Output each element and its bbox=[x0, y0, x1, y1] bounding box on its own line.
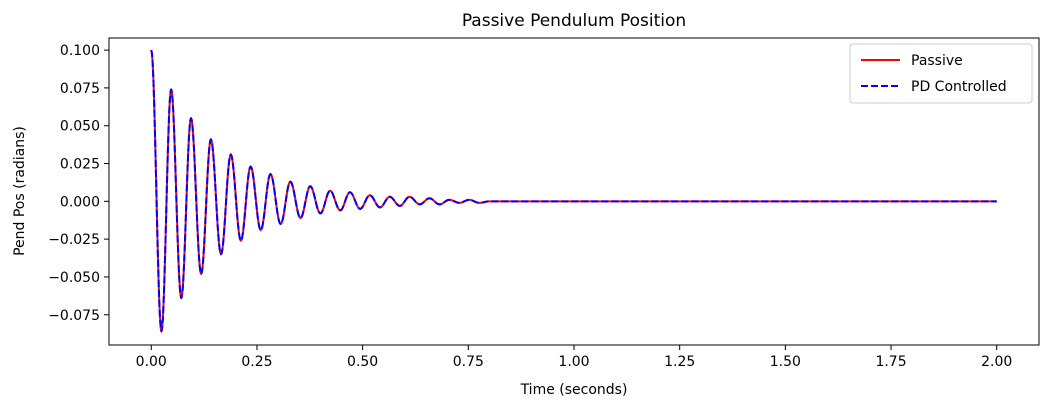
y-tick-label: 0.000 bbox=[60, 194, 100, 210]
y-tick-label: 0.100 bbox=[60, 43, 100, 59]
x-axis: 0.00 0.25 0.50 0.75 1.00 1.25 1.50 1.75 2.00 bbox=[136, 345, 1012, 370]
legend-box bbox=[849, 43, 1033, 104]
y-tick-label: 0.050 bbox=[60, 119, 100, 135]
x-tick-label: 0.00 bbox=[136, 354, 167, 370]
chart-title: Passive Pendulum Position bbox=[462, 11, 686, 31]
x-tick-label: 0.25 bbox=[241, 354, 272, 370]
y-tick-label: −0.075 bbox=[48, 308, 100, 324]
y-axis: −0.075 −0.050 −0.025 0.000 0.025 0.050 0.075 0.… bbox=[48, 43, 109, 324]
y-axis-label: Pend Pos (radians) bbox=[12, 126, 28, 256]
x-tick-label: 0.75 bbox=[453, 354, 484, 370]
x-tick-label: 1.25 bbox=[664, 354, 695, 370]
y-tick-label: −0.050 bbox=[48, 270, 100, 286]
y-tick-label: 0.025 bbox=[60, 157, 100, 173]
x-tick-label: 1.50 bbox=[770, 354, 801, 370]
y-tick-label: −0.025 bbox=[48, 232, 100, 248]
x-tick-label: 0.50 bbox=[347, 354, 378, 370]
series-layer bbox=[150, 49, 997, 333]
legend-label-passive: Passive bbox=[911, 53, 963, 69]
legend: Passive PD Controlled bbox=[849, 43, 1033, 104]
x-tick-label: 1.75 bbox=[875, 354, 906, 370]
y-tick-label: 0.075 bbox=[60, 81, 100, 97]
x-axis-label: Time (seconds) bbox=[520, 382, 628, 398]
x-tick-label: 1.00 bbox=[558, 354, 589, 370]
x-tick-label: 2.00 bbox=[981, 354, 1012, 370]
series-line-pd-controlled bbox=[150, 49, 997, 333]
legend-label-pd-controlled: PD Controlled bbox=[911, 79, 1007, 95]
